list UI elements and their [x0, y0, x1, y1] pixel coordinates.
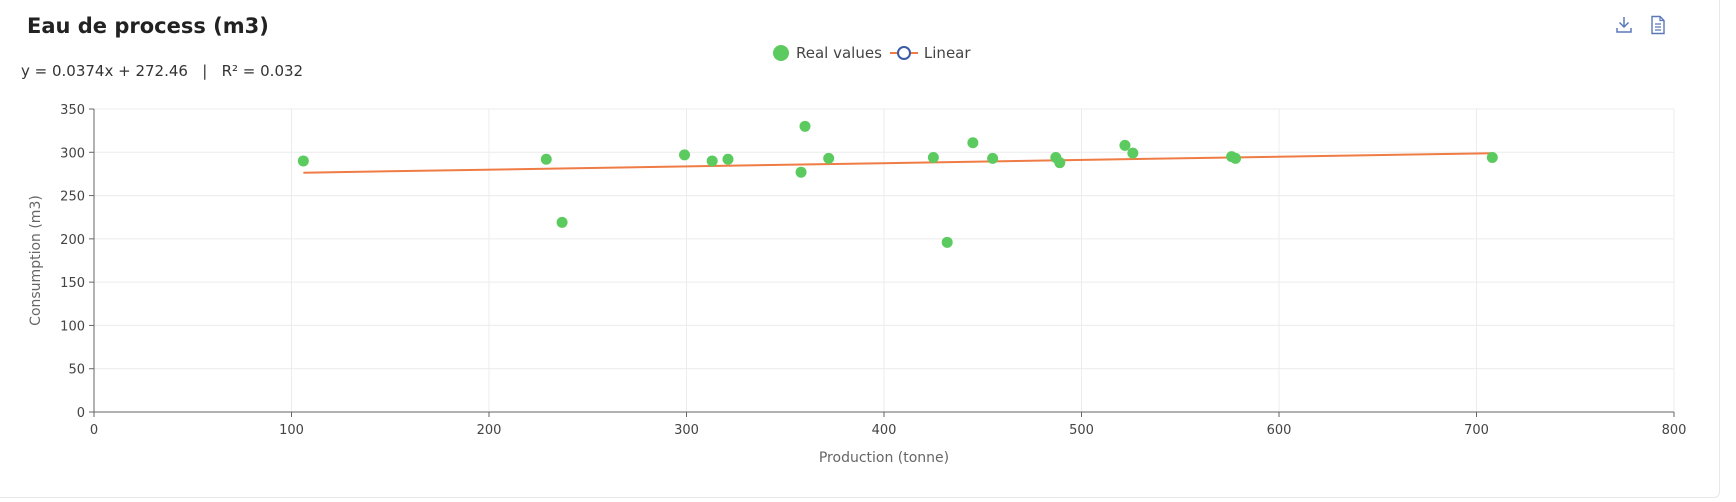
data-point [679, 149, 691, 161]
chart-toolbar [1613, 14, 1669, 36]
data-point [706, 155, 718, 167]
data-point [1054, 157, 1066, 169]
download-icon[interactable] [1613, 14, 1635, 36]
y-tick-label: 300 [60, 146, 85, 161]
data-point [927, 151, 939, 163]
y-tick-label: 0 [77, 406, 85, 421]
data-point [1486, 151, 1498, 163]
x-tick-label: 0 [90, 423, 98, 438]
data-point [297, 155, 309, 167]
data-point [722, 153, 734, 165]
x-tick-label: 100 [279, 423, 304, 438]
regression-line [303, 152, 1493, 174]
legend-item-linear[interactable]: Linear [889, 44, 971, 62]
y-tick-label: 100 [60, 319, 85, 334]
legend-item-real-values[interactable]: Real values [772, 44, 882, 62]
filled-circle-icon [773, 45, 789, 61]
y-tick-label: 150 [60, 276, 85, 291]
data-point [1230, 152, 1242, 164]
y-tick-label: 350 [60, 103, 85, 118]
data-point [823, 152, 835, 164]
line-with-hollow-circle-icon [889, 46, 918, 60]
x-tick-label: 500 [1069, 423, 1094, 438]
x-axis-label: Production (tonne) [819, 450, 949, 466]
chart-legend: Real values Linear [772, 44, 971, 62]
x-tick-label: 400 [872, 423, 897, 438]
data-point [967, 137, 979, 149]
data-point [540, 153, 552, 165]
y-axis-label: Consumption (m3) [28, 195, 44, 326]
y-tick-label: 250 [60, 190, 85, 205]
data-point [799, 120, 811, 132]
x-tick-label: 800 [1662, 423, 1687, 438]
data-point [556, 216, 568, 228]
data-point [1127, 147, 1139, 159]
data-point [795, 166, 807, 178]
x-tick-label: 700 [1464, 423, 1489, 438]
data-point [941, 236, 953, 248]
x-tick-label: 300 [674, 423, 699, 438]
data-point [987, 152, 999, 164]
document-icon[interactable] [1647, 14, 1669, 36]
data-point [1119, 139, 1131, 151]
regression-equation: y = 0.0374x + 272.46 | R² = 0.032 [21, 62, 304, 80]
x-tick-label: 600 [1267, 423, 1292, 438]
x-tick-label: 200 [477, 423, 502, 438]
chart-title: Eau de process (m3) [27, 14, 269, 38]
legend-label-linear: Linear [923, 44, 971, 62]
y-tick-label: 200 [60, 233, 85, 248]
legend-label-real-values: Real values [796, 44, 882, 62]
y-tick-label: 50 [68, 363, 85, 378]
